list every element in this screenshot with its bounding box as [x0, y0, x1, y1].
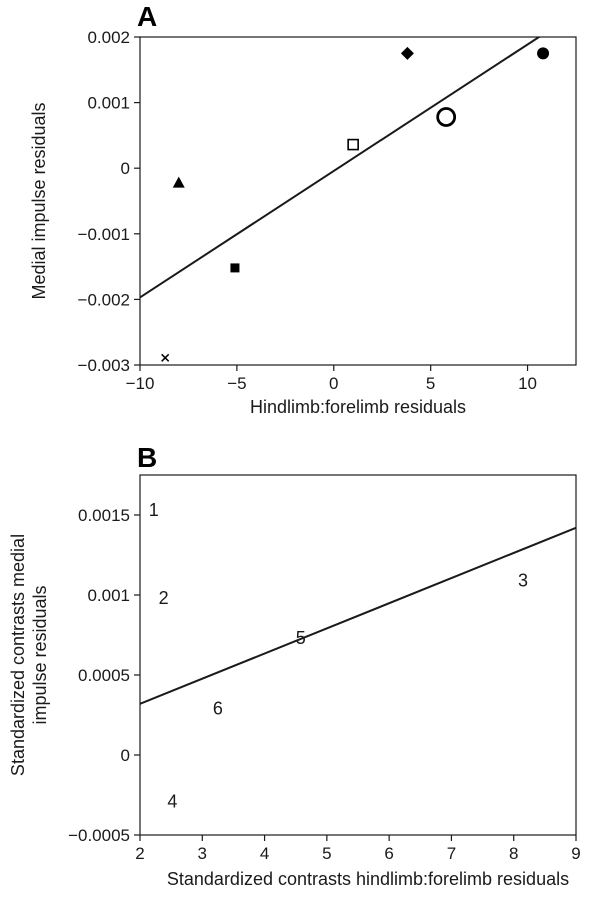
x-tick-label: 6 [384, 844, 393, 863]
x-tick-label: 2 [135, 844, 144, 863]
y-axis-label-line: Standardized contrasts medial [8, 534, 28, 776]
x-tick-label: 10 [518, 374, 537, 393]
y-axis-label: Medial impulse residuals [29, 102, 49, 299]
x-axis-label: Hindlimb:forelimb residuals [250, 397, 466, 417]
data-point-label: 4 [167, 791, 177, 811]
panel-letter: B [137, 442, 157, 473]
x-tick-label: 4 [260, 844, 269, 863]
panel-a: A −10 −5 0 5 10 −0.003 −0.002 −0.001 0 0.001 0.002 H… [29, 1, 577, 417]
y-tick-label: −0.003 [78, 356, 130, 375]
data-point-label: 2 [159, 588, 169, 608]
y-tick-label: 0.0005 [78, 666, 130, 685]
data-point-open-circle [436, 107, 457, 127]
x-tick-label: 0 [329, 374, 338, 393]
regression-line [140, 526, 576, 705]
x-tick-label: 3 [198, 844, 207, 863]
plot-frame [139, 36, 577, 366]
data-point-diamond [400, 46, 414, 60]
x-tick-label: 8 [509, 844, 518, 863]
y-tick-label: −0.001 [78, 225, 130, 244]
data-point-cross [161, 353, 170, 362]
y-tick-label: −0.002 [78, 290, 130, 309]
data-point-filled-circle [537, 47, 550, 60]
data-point-label: 1 [149, 500, 159, 520]
x-tick-label: 7 [447, 844, 456, 863]
y-tick-label: 0.001 [87, 94, 130, 113]
y-tick-label: −0.0005 [68, 826, 130, 845]
data-point-label: 3 [518, 571, 528, 591]
y-tick-label: 0.0015 [78, 506, 130, 525]
regression-line [140, 37, 541, 299]
y-tick-label: 0.001 [87, 586, 130, 605]
x-tick-label: 5 [322, 844, 331, 863]
x-tick-label: 5 [426, 374, 435, 393]
x-tick-label: −5 [227, 374, 246, 393]
data-point-label: 5 [296, 628, 306, 648]
y-tick-label: 0 [121, 159, 130, 178]
data-point-open-square [347, 138, 359, 151]
x-axis-label: Standardized contrasts hindlimb:forelimb… [167, 869, 569, 889]
data-point-label: 6 [213, 699, 223, 719]
x-tick-label: −10 [126, 374, 155, 393]
data-point-filled-square [230, 263, 240, 273]
y-axis-label-line: impulse residuals [30, 585, 50, 724]
panel-letter: A [137, 1, 157, 32]
plot-frame [139, 474, 577, 836]
data-point-triangle [172, 176, 185, 188]
y-tick-label: 0.002 [87, 28, 130, 47]
panel-b: B 2 3 4 5 6 7 8 9 −0.0005 0 0.0005 0.001 0.0015 Standa… [8, 442, 581, 889]
x-tick-label: 9 [571, 844, 580, 863]
y-tick-label: 0 [121, 746, 130, 765]
